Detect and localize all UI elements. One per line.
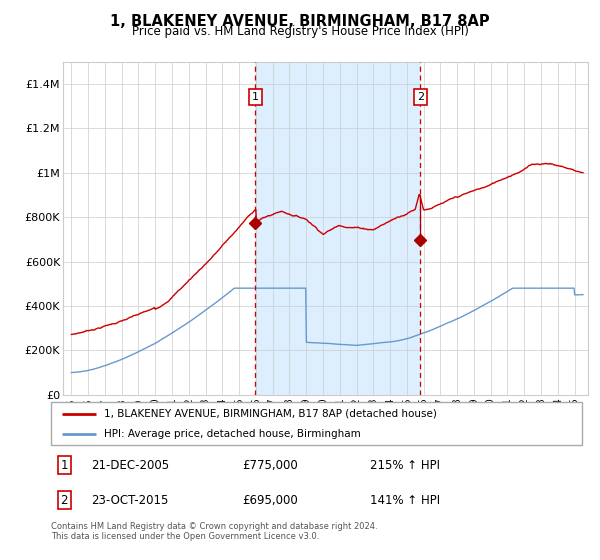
Text: 2: 2: [61, 494, 68, 507]
Text: 21-DEC-2005: 21-DEC-2005: [91, 459, 169, 472]
Text: 1, BLAKENEY AVENUE, BIRMINGHAM, B17 8AP (detached house): 1, BLAKENEY AVENUE, BIRMINGHAM, B17 8AP …: [104, 409, 437, 419]
Text: 215% ↑ HPI: 215% ↑ HPI: [370, 459, 440, 472]
Text: 141% ↑ HPI: 141% ↑ HPI: [370, 494, 440, 507]
Text: 23-OCT-2015: 23-OCT-2015: [91, 494, 168, 507]
Text: 1: 1: [61, 459, 68, 472]
Text: Price paid vs. HM Land Registry's House Price Index (HPI): Price paid vs. HM Land Registry's House …: [131, 25, 469, 38]
Text: £775,000: £775,000: [242, 459, 298, 472]
FancyBboxPatch shape: [51, 402, 582, 445]
Text: 1: 1: [252, 92, 259, 102]
Bar: [256, 62, 421, 395]
Text: 2: 2: [417, 92, 424, 102]
Text: HPI: Average price, detached house, Birmingham: HPI: Average price, detached house, Birm…: [104, 428, 361, 438]
Text: £695,000: £695,000: [242, 494, 298, 507]
Text: Contains HM Land Registry data © Crown copyright and database right 2024.
This d: Contains HM Land Registry data © Crown c…: [51, 522, 377, 542]
Text: 1, BLAKENEY AVENUE, BIRMINGHAM, B17 8AP: 1, BLAKENEY AVENUE, BIRMINGHAM, B17 8AP: [110, 14, 490, 29]
